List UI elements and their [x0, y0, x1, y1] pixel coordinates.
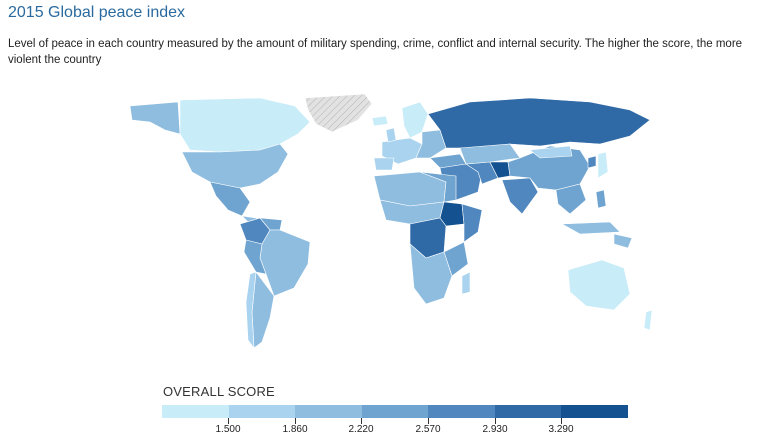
legend-swatch — [228, 405, 296, 418]
legend-swatch — [561, 405, 629, 418]
country-libya-egypt[interactable] — [419, 171, 457, 203]
country-brazil[interactable] — [259, 229, 311, 297]
legend-tick-label: 3.290 — [548, 424, 574, 435]
legend-tick — [295, 418, 296, 424]
color-legend — [162, 405, 629, 418]
country-southern-africa[interactable] — [409, 243, 453, 305]
chart-subtitle: Level of peace in each country measured … — [8, 38, 743, 66]
country-papua-new-guinea[interactable] — [613, 233, 633, 249]
chart-title: 2015 Global peace index — [8, 4, 186, 21]
country-mongolia[interactable] — [529, 145, 573, 159]
country-philippines[interactable] — [595, 189, 607, 209]
country-korea[interactable] — [587, 155, 597, 169]
legend-swatch — [361, 405, 429, 418]
legend-tick-label: 2.220 — [348, 424, 374, 435]
country-usa[interactable] — [181, 143, 289, 189]
country-horn-africa[interactable] — [461, 203, 483, 243]
legend-swatch — [428, 405, 495, 418]
legend-tick-label: 1.500 — [215, 424, 241, 435]
country-kazakhstan[interactable] — [459, 143, 521, 165]
world-map[interactable] — [110, 92, 670, 362]
country-india[interactable] — [501, 177, 539, 215]
legend-title: OVERALL SCORE — [163, 384, 275, 399]
country-australia[interactable] — [567, 259, 631, 311]
legend-swatch — [494, 405, 562, 418]
legend-tick — [361, 418, 362, 424]
legend-tick-label: 1.860 — [282, 424, 308, 435]
legend-swatch — [295, 405, 362, 418]
legend-tick — [495, 418, 496, 424]
legend-tick — [561, 418, 562, 424]
country-madagascar[interactable] — [461, 271, 471, 295]
country-alaska[interactable] — [129, 101, 181, 135]
country-peru[interactable] — [243, 239, 267, 275]
country-new-zealand[interactable] — [643, 309, 653, 331]
country-greenland — [304, 93, 373, 133]
legend-tick-label: 2.930 — [482, 424, 508, 435]
country-chile[interactable] — [245, 271, 257, 349]
legend-ticks: 1.500 1.860 2.220 2.570 2.930 3.290 — [162, 418, 628, 438]
country-sudan[interactable] — [439, 201, 465, 227]
country-indonesia[interactable] — [560, 221, 621, 235]
country-russia[interactable] — [427, 97, 651, 149]
country-spain[interactable] — [373, 157, 395, 171]
legend-tick — [228, 418, 229, 424]
country-iceland[interactable] — [371, 115, 389, 127]
country-southeast-asia[interactable] — [555, 183, 587, 215]
country-canada[interactable] — [179, 97, 311, 153]
legend-tick — [428, 418, 429, 424]
country-japan[interactable] — [597, 151, 609, 179]
legend-tick-label: 2.570 — [415, 424, 441, 435]
country-uk[interactable] — [385, 127, 397, 143]
legend-swatch — [162, 405, 229, 418]
